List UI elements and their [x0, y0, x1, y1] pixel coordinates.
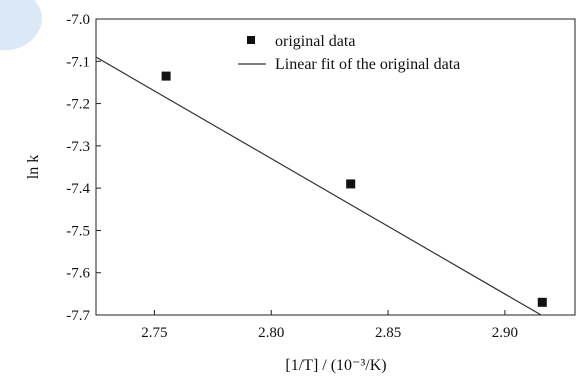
data-point [161, 71, 171, 81]
legend-label-linear-fit: Linear fit of the original data [275, 56, 460, 73]
x-tick-label: 2.85 [375, 325, 401, 341]
y-tick-label: -7.4 [66, 181, 90, 197]
y-axis-ticks: -7.0 -7.1 -7.2 -7.3 -7.4 -7.5 -7.6 -7.7 [66, 12, 101, 324]
x-tick-label: 2.75 [141, 325, 167, 341]
y-tick-label: -7.2 [66, 97, 90, 113]
legend-marker-original-data [247, 36, 255, 44]
x-axis-title: [1/T] / (10⁻³/K) [285, 357, 386, 374]
legend: original data Linear fit of the original… [238, 33, 460, 73]
y-tick-label: -7.1 [66, 54, 90, 70]
y-tick-label: -7.5 [66, 223, 90, 239]
x-axis-ticks: 2.75 2.80 2.85 2.90 [141, 310, 518, 341]
decorative-corner-shape [0, 0, 42, 51]
series-layer [96, 56, 547, 315]
linear-fit-line [96, 56, 543, 315]
legend-label-original-data: original data [275, 33, 355, 50]
plot-frame [95, 18, 576, 316]
y-tick-label: -7.3 [66, 139, 90, 155]
y-tick-label: -7.6 [66, 266, 90, 282]
x-tick-label: 2.90 [492, 325, 518, 341]
y-tick-label: -7.0 [66, 12, 90, 28]
y-tick-label: -7.7 [66, 308, 90, 324]
data-point [346, 179, 356, 189]
y-axis-title: ln k [25, 155, 42, 179]
data-point [537, 297, 547, 307]
x-tick-label: 2.80 [258, 325, 284, 341]
